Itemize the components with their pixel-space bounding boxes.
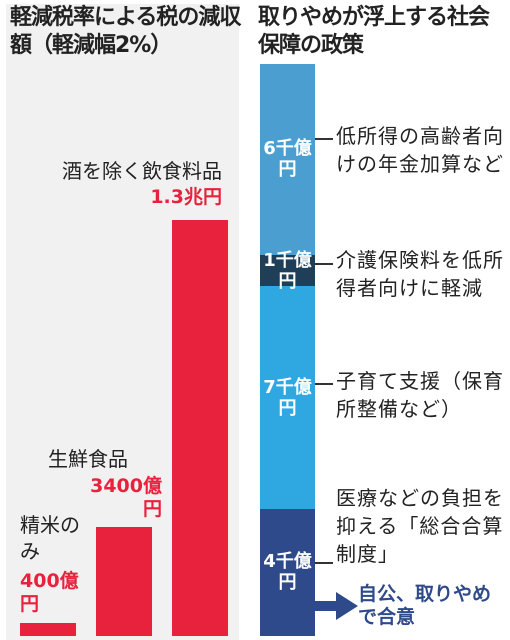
segment-value-label-pension: 6千億円	[263, 138, 312, 181]
segment-value-label-childcare: 7千億円	[263, 376, 312, 419]
segment-childcare-support	[260, 286, 315, 509]
value-label-fresh-food: 3400億円	[90, 475, 162, 520]
policy-text-comprehensive: 医療などの負担を抑える「総合合算制度」	[336, 486, 504, 566]
leader-line-childcare	[315, 383, 333, 385]
policy-text-nursing: 介護保険料を低所得者向けに軽減	[336, 248, 504, 300]
left-chart-title: 軽減税率による税の減収額（軽減幅2%）	[10, 5, 241, 58]
leader-line-pension	[315, 138, 333, 140]
segment-value-label-comprehensive: 4千億円	[263, 551, 312, 594]
bar-food-excluding-alcohol	[172, 220, 228, 636]
category-label-rice-only: 精米のみ	[20, 513, 80, 563]
bar-rice-only	[20, 623, 76, 636]
segment-pension-supplement	[260, 64, 315, 255]
policy-text-childcare: 子育て支援（保育所整備など）	[336, 369, 504, 421]
segment-comprehensive-system	[260, 508, 315, 636]
category-label-fresh-food: 生鮮食品	[48, 447, 128, 471]
segment-value-label-nursing: 1千億円	[263, 249, 312, 292]
policy-text-pension: 低所得の高齢者向けの年金加算など	[336, 124, 504, 176]
value-label-food-excluding-alcohol: 1.3兆円	[150, 186, 222, 208]
leader-line-nursing	[315, 263, 333, 265]
leader-line-comprehensive	[315, 562, 333, 564]
agreement-annotation: 自公、取りやめで合意	[358, 583, 492, 628]
category-label-food-excluding-alcohol: 酒を除く飲食料品	[62, 159, 222, 183]
arrow-right-icon	[336, 592, 358, 620]
right-chart-title: 取りやめが浮上する社会保障の政策	[258, 5, 490, 58]
arrow-shaft	[315, 601, 339, 611]
segment-nursing-insurance	[260, 254, 315, 287]
bar-fresh-food	[96, 527, 152, 636]
value-label-rice-only: 400億円	[20, 570, 79, 615]
